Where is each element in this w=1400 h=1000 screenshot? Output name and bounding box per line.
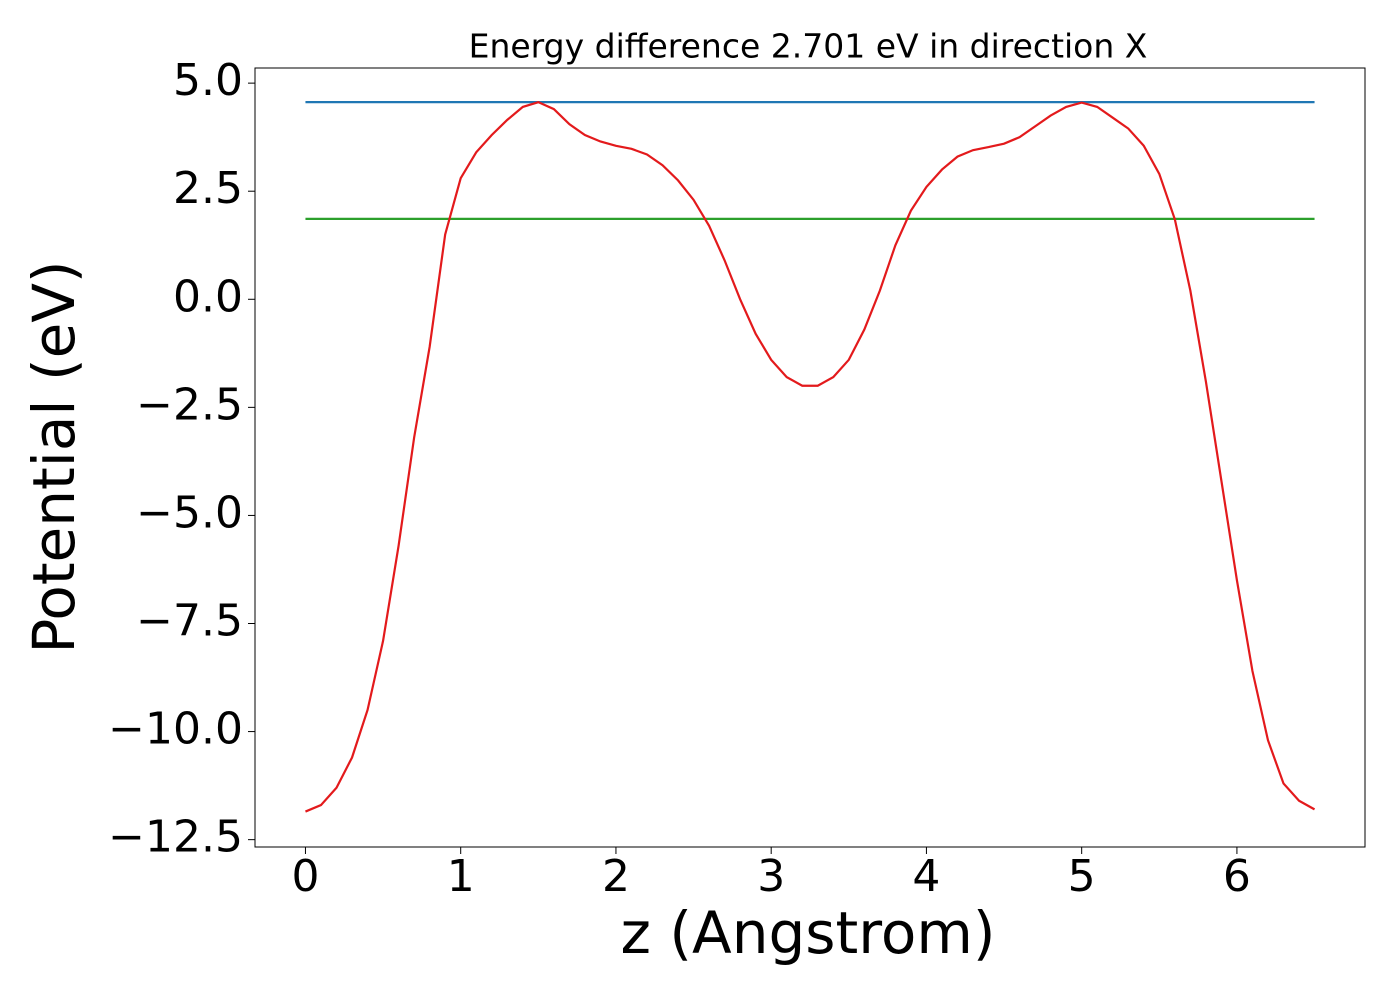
y-tick-label: −5.0 bbox=[136, 487, 243, 538]
plot-frame bbox=[254, 67, 1366, 848]
x-tick-label: 1 bbox=[447, 851, 475, 902]
y-tick-label: 2.5 bbox=[173, 163, 243, 214]
x-tick-label: 4 bbox=[912, 851, 940, 902]
chart-title: Energy difference 2.701 eV in direction … bbox=[469, 27, 1148, 66]
y-tick-label: −12.5 bbox=[108, 812, 243, 863]
y-tick-label: −2.5 bbox=[136, 379, 243, 430]
y-axis-label: Potential (eV) bbox=[20, 260, 88, 653]
x-tick-label: 3 bbox=[757, 851, 785, 902]
x-tick-label: 6 bbox=[1223, 851, 1251, 902]
x-axis-label: z (Angstrom) bbox=[621, 899, 996, 967]
y-tick-label: −10.0 bbox=[108, 704, 243, 755]
y-tick-label: 0.0 bbox=[173, 271, 243, 322]
y-tick-label: −7.5 bbox=[136, 596, 243, 647]
y-tick-label: 5.0 bbox=[173, 55, 243, 106]
data-line bbox=[305, 100, 1316, 813]
x-tick-label: 0 bbox=[291, 851, 319, 902]
x-tick-label: 2 bbox=[602, 851, 630, 902]
x-tick-label: 5 bbox=[1068, 851, 1096, 902]
